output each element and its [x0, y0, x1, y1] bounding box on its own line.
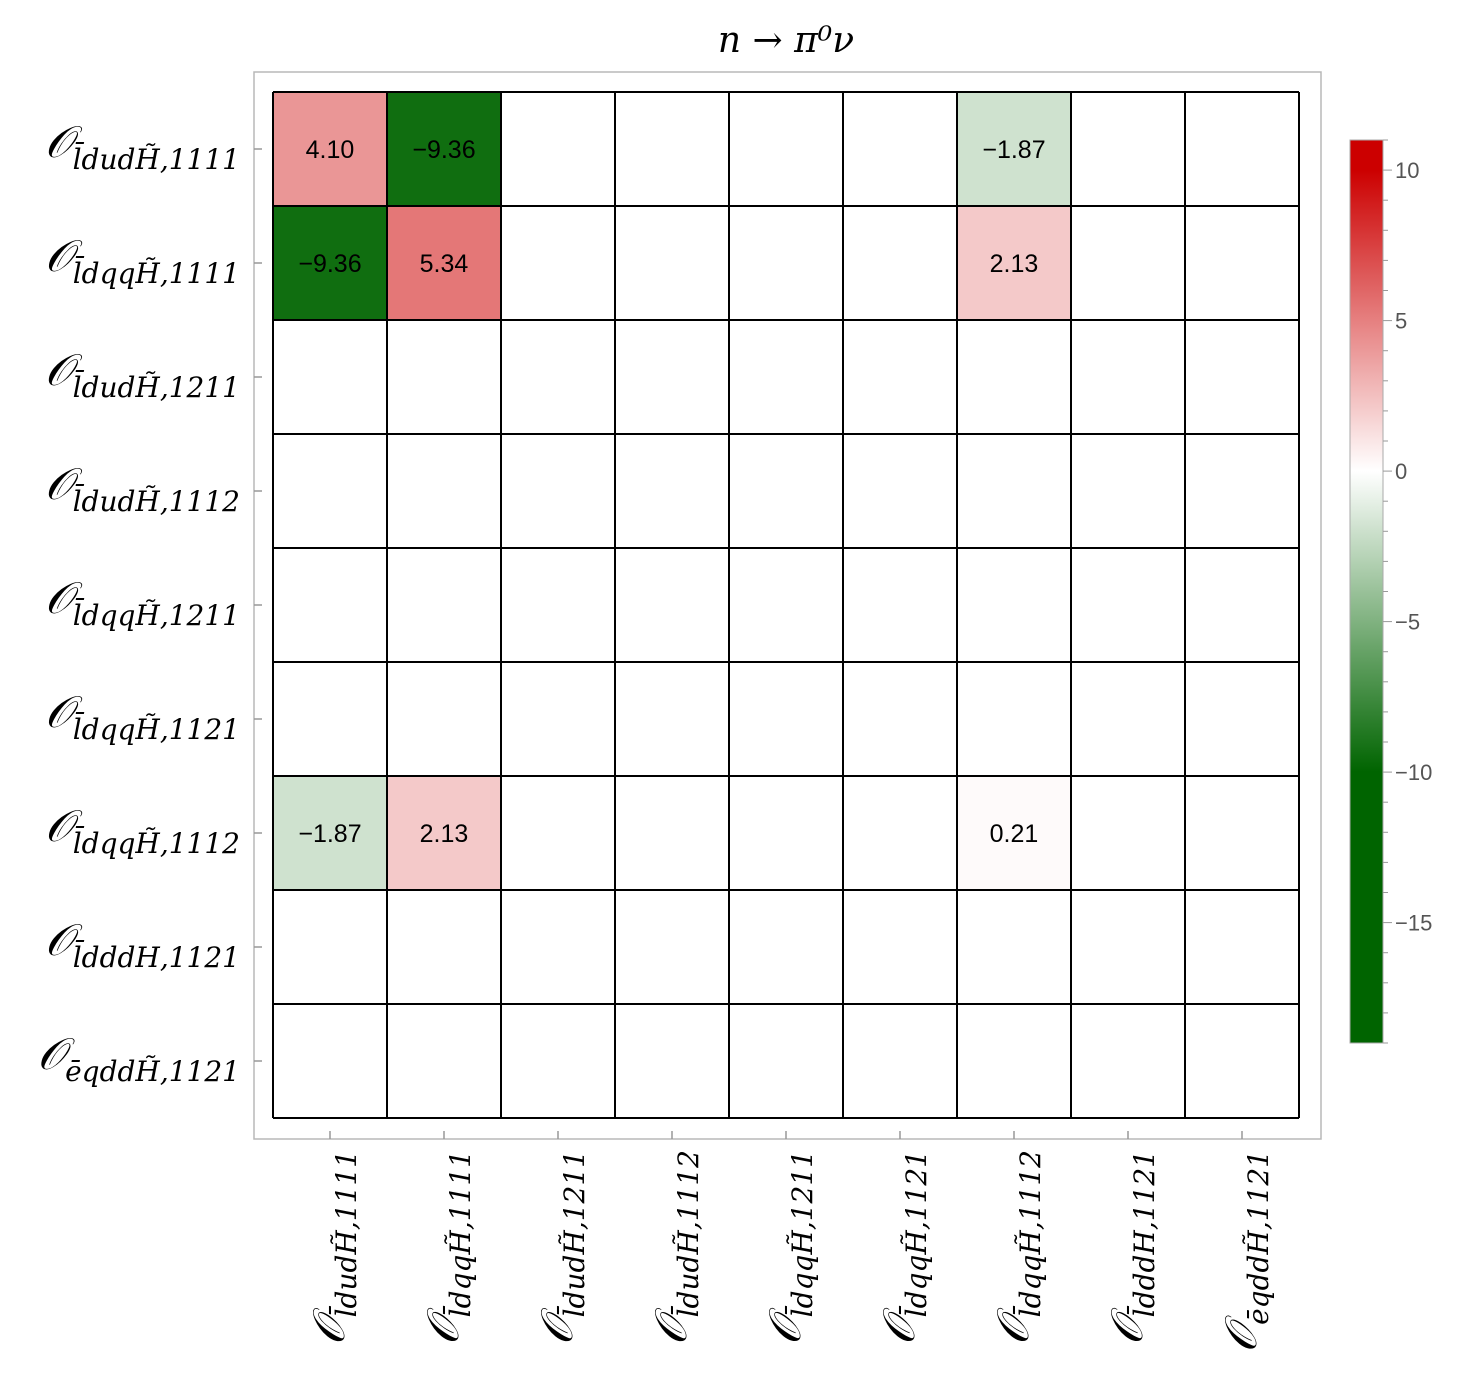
col-labels: 𝒪l̄dudH̃,1111 𝒪l̄dqqH̃,1111 𝒪l̄dudH̃,1211 𝒪…	[304, 1150, 1275, 1353]
heatmap-cell	[273, 206, 387, 320]
column-label: 𝒪l̄dqqH̃,1121	[874, 1150, 933, 1345]
column-label: 𝒪l̄dqqH̃,1112	[988, 1150, 1047, 1345]
row-label: 𝒪l̄dddH,1121	[45, 915, 240, 974]
heatmap-cell	[387, 776, 501, 890]
svg-text:𝒪l̄dddH,1121: 𝒪l̄dddH,1121	[1102, 1150, 1161, 1345]
svg-text:𝒪l̄dudH̃,1211: 𝒪l̄dudH̃,1211	[45, 345, 240, 404]
column-label: 𝒪l̄dudH̃,1211	[532, 1150, 591, 1345]
row-labels: 𝒪l̄dudH̃,1111 𝒪l̄dqqH̃,1111 𝒪l̄dudH̃,1211 𝒪…	[37, 117, 240, 1088]
heatmap-cell	[273, 776, 387, 890]
cell-value-label: −9.36	[412, 136, 475, 164]
svg-text:𝒪l̄dudH̃,1112: 𝒪l̄dudH̃,1112	[45, 459, 240, 518]
cell-value-label: −1.87	[982, 136, 1045, 164]
cells-layer: 4.10 −9.36 −1.87 −9.36 5.34 2.13 −1.87 2.13 0.21	[273, 92, 1071, 890]
cell-value-label: 2.13	[420, 820, 469, 848]
svg-text:𝒪l̄dqqH̃,1121: 𝒪l̄dqqH̃,1121	[45, 687, 240, 746]
cell-value-label: 5.34	[420, 250, 469, 278]
colorbar-tick-label: 0	[1395, 459, 1407, 484]
svg-text:𝒪l̄dddH,1121: 𝒪l̄dddH,1121	[45, 915, 240, 974]
svg-text:𝒪l̄dqqH̃,1211: 𝒪l̄dqqH̃,1211	[760, 1150, 819, 1345]
svg-text:𝒪l̄dqqH̃,1111: 𝒪l̄dqqH̃,1111	[418, 1150, 477, 1345]
cell-value-label: −1.87	[298, 820, 361, 848]
row-label: 𝒪l̄dqqH̃,1112	[45, 801, 240, 860]
row-label: 𝒪ēqddH̃,1121	[37, 1029, 240, 1088]
colorbar-tick-label: 5	[1395, 309, 1407, 334]
column-label: 𝒪l̄dqqH̃,1111	[418, 1150, 477, 1345]
heatmap-cell	[957, 92, 1071, 206]
row-label: 𝒪l̄dudH̃,1211	[45, 345, 240, 404]
column-label: 𝒪l̄dudH̃,1112	[646, 1150, 705, 1345]
row-label: 𝒪l̄dqqH̃,1111	[45, 231, 240, 290]
colorbar-tick-label: −5	[1395, 610, 1420, 635]
row-label: 𝒪l̄dqqH̃,1211	[45, 573, 240, 632]
svg-text:𝒪l̄dqqH̃,1211: 𝒪l̄dqqH̃,1211	[45, 573, 240, 632]
column-label: 𝒪l̄dqqH̃,1211	[760, 1150, 819, 1345]
ticks-layer	[254, 148, 1243, 1139]
column-label: 𝒪ēqddH̃,1121	[1216, 1150, 1275, 1353]
column-label: 𝒪l̄dudH̃,1111	[304, 1150, 363, 1345]
cell-value-label: 4.10	[306, 136, 355, 164]
grid-layer	[272, 91, 1300, 1119]
svg-text:𝒪ēqddH̃,1121: 𝒪ēqddH̃,1121	[1216, 1150, 1275, 1353]
cell-value-label: −9.36	[298, 250, 361, 278]
cell-value-label: 2.13	[990, 250, 1039, 278]
heatmap-cell	[273, 92, 387, 206]
heatmap-cell	[957, 206, 1071, 320]
svg-text:𝒪l̄dudH̃,1111: 𝒪l̄dudH̃,1111	[304, 1150, 363, 1345]
colorbar-gradient	[1349, 139, 1384, 1044]
row-label: 𝒪l̄dudH̃,1111	[45, 117, 240, 176]
svg-text:𝒪l̄dudH̃,1111: 𝒪l̄dudH̃,1111	[45, 117, 240, 176]
svg-text:𝒪l̄dqqH̃,1112: 𝒪l̄dqqH̃,1112	[45, 801, 240, 860]
colorbar-tick-label: 10	[1395, 158, 1419, 183]
row-label: 𝒪l̄dqqH̃,1121	[45, 687, 240, 746]
column-label: 𝒪l̄dddH,1121	[1102, 1150, 1161, 1345]
svg-text:𝒪l̄dudH̃,1112: 𝒪l̄dudH̃,1112	[646, 1150, 705, 1345]
chart-title: n → π⁰ν	[718, 20, 854, 61]
heatmap-cell	[387, 206, 501, 320]
svg-text:𝒪ēqddH̃,1121: 𝒪ēqddH̃,1121	[37, 1029, 240, 1088]
svg-text:𝒪l̄dqqH̃,1112: 𝒪l̄dqqH̃,1112	[988, 1150, 1047, 1345]
colorbar-tick-label: −15	[1395, 911, 1432, 936]
row-label: 𝒪l̄dudH̃,1112	[45, 459, 240, 518]
heatmap-cell	[387, 92, 501, 206]
colorbar-tick-label: −10	[1395, 760, 1432, 785]
cell-value-label: 0.21	[990, 820, 1039, 848]
svg-text:𝒪l̄dqqH̃,1121: 𝒪l̄dqqH̃,1121	[874, 1150, 933, 1345]
svg-text:𝒪l̄dqqH̃,1111: 𝒪l̄dqqH̃,1111	[45, 231, 240, 290]
svg-text:𝒪l̄dudH̃,1211: 𝒪l̄dudH̃,1211	[532, 1150, 591, 1345]
colorbar: 10 5 0 −5 −10 −15	[1349, 139, 1432, 1044]
heatmap-cell	[957, 776, 1071, 890]
